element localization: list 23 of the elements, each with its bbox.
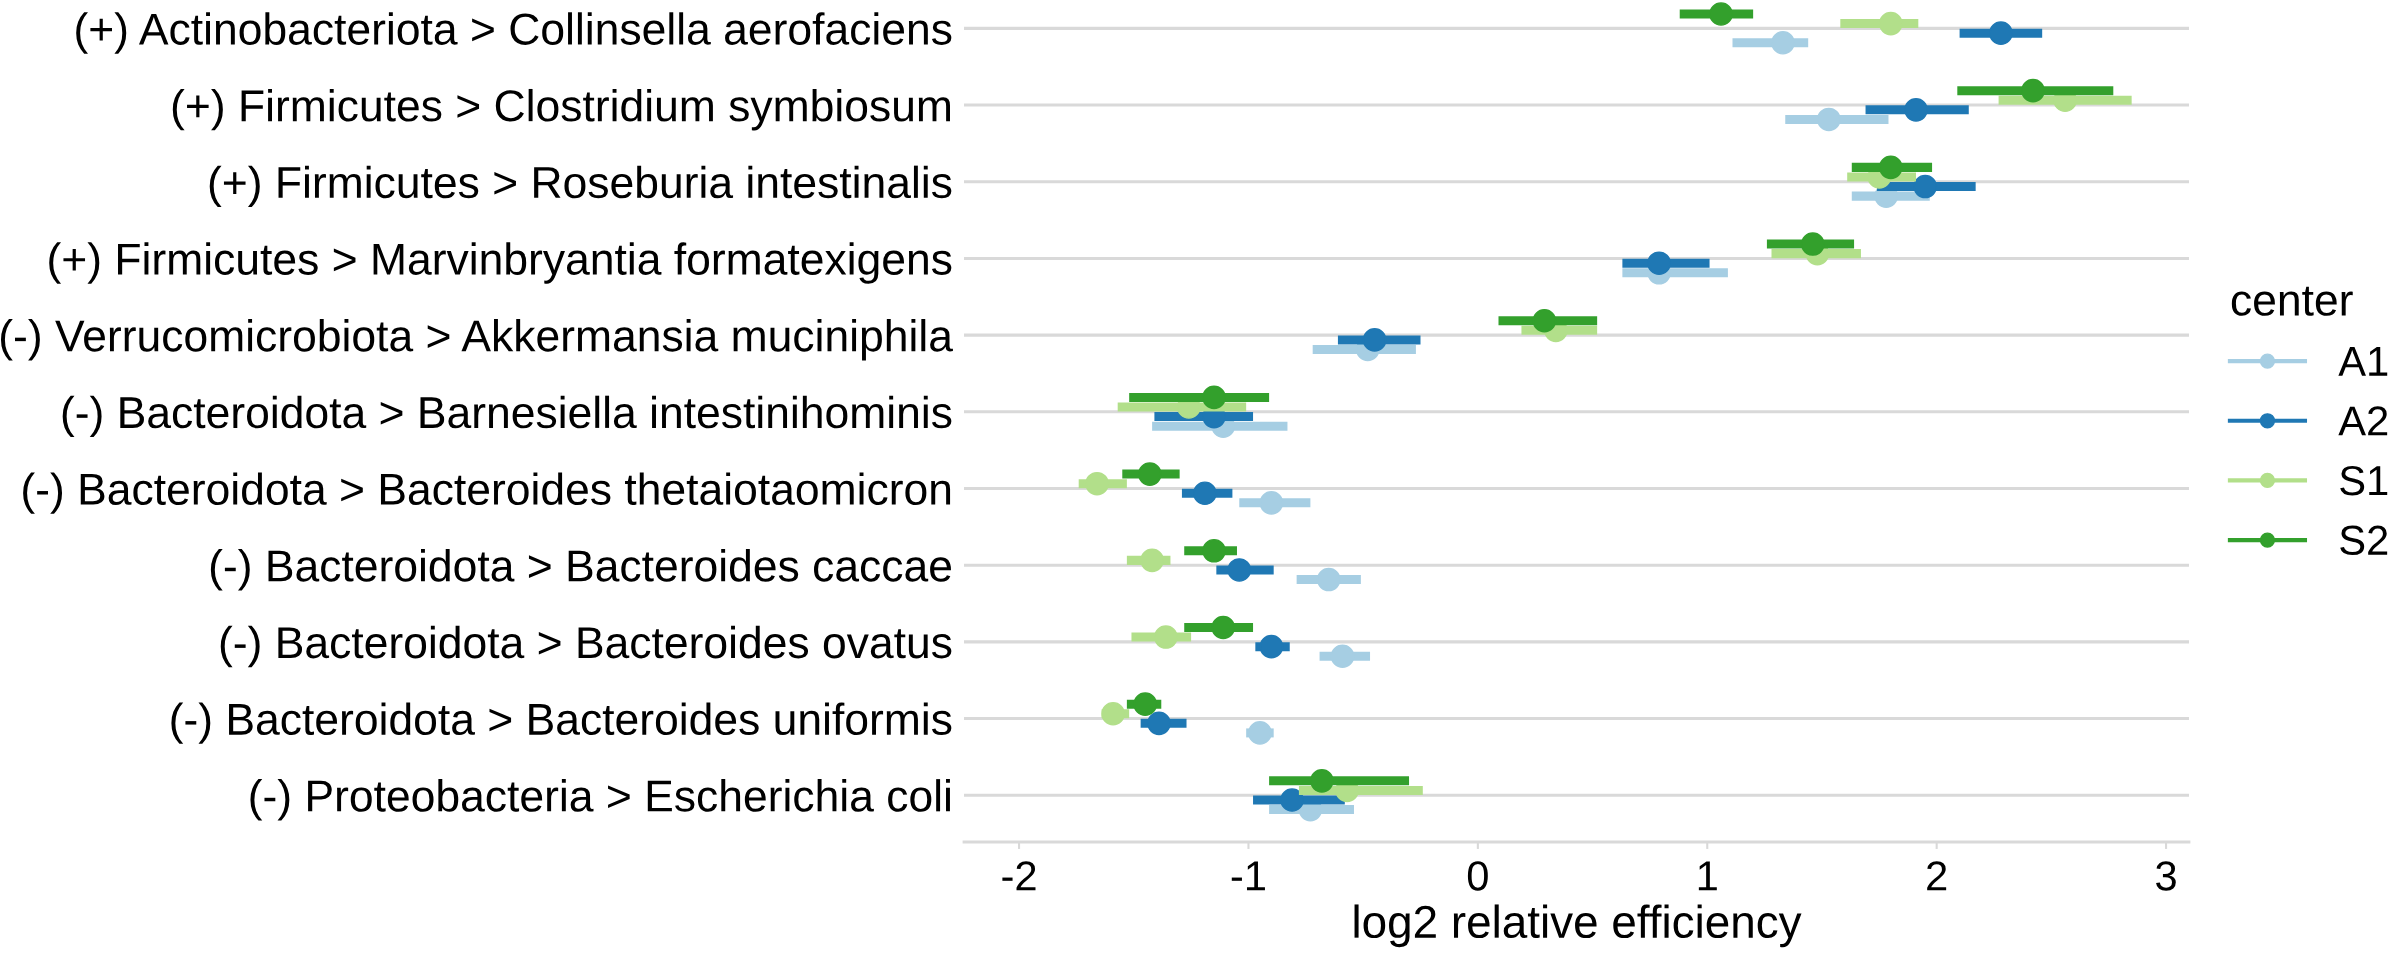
legend-label: S1 — [2340, 465, 2388, 496]
y-tick-label: (+) Actinobacteriota > Collinsella aerofaciens — [76, 12, 952, 54]
y-tick-label: (-) Proteobacteria > Escherichia coli — [250, 779, 950, 821]
y-tick-label: (+) Firmicutes > Marvinbryantia formatexigens — [49, 242, 952, 284]
y-tick-label: (+) Firmicutes > Roseburia intestinalis — [209, 165, 952, 208]
x-tick-label: -2 — [1002, 861, 1036, 891]
y-tick-label: (-) Bacteroidota > Bacteroides thetaiotaomicron — [23, 472, 951, 514]
x-tick-label: 0 — [1467, 861, 1488, 891]
y-tick-label: (-) Bacteroidota > Bacteroides uniformis — [171, 702, 952, 744]
y-tick-label: (-) Verrucomicrobiota > Akkermansia muciniphila — [0, 319, 953, 361]
y-tick-label: (-) Bacteroidota > Bacteroides caccae — [210, 549, 951, 591]
legend-label: A2 — [2338, 406, 2388, 436]
x-tick-label: 2 — [1927, 861, 1947, 891]
x-axis-title: log2 relative efficiency — [1354, 904, 1802, 948]
x-tick-label: 1 — [1698, 861, 1717, 891]
y-tick-label: (+) Firmicutes > Clostridium symbiosum — [172, 88, 950, 131]
y-tick-label: (-) Bacteroidota > Barnesiella intestinihominis — [62, 395, 952, 438]
legend-title: center — [2231, 286, 2353, 316]
x-tick-label: 3 — [2156, 861, 2176, 891]
y-tick-label: (-) Bacteroidota > Bacteroides ovatus — [220, 625, 952, 668]
legend-label: S2 — [2340, 525, 2388, 556]
x-tick-label: -1 — [1231, 861, 1265, 891]
legend-label: A1 — [2338, 347, 2388, 376]
